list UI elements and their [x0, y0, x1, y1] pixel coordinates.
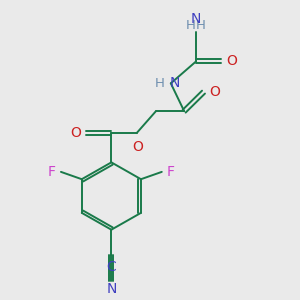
Text: O: O: [209, 85, 220, 99]
Text: H: H: [196, 19, 206, 32]
Text: H: H: [186, 19, 196, 32]
Text: O: O: [132, 140, 143, 154]
Text: F: F: [167, 165, 175, 179]
Text: N: N: [106, 282, 116, 296]
Text: N: N: [191, 12, 201, 26]
Text: H: H: [154, 77, 164, 90]
Text: O: O: [70, 126, 81, 140]
Text: C: C: [106, 260, 116, 274]
Text: F: F: [48, 165, 56, 179]
Text: N: N: [169, 76, 180, 90]
Text: O: O: [227, 54, 238, 68]
